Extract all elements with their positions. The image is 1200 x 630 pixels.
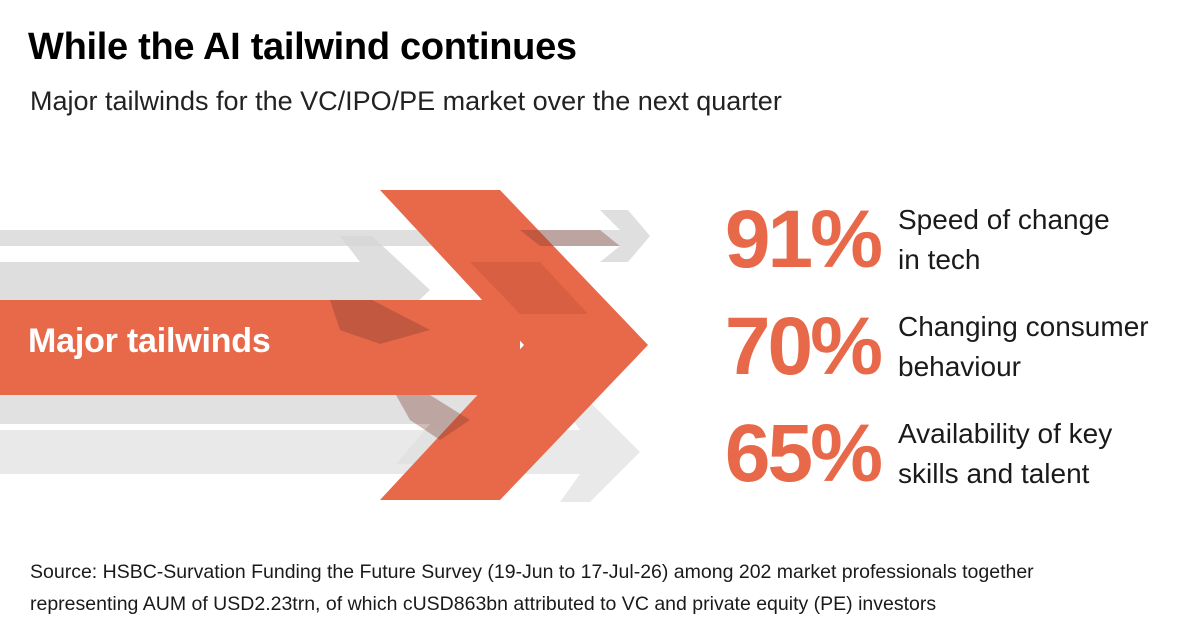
grey-arrow-bottom	[0, 402, 640, 502]
grey-arrow-top	[0, 210, 650, 262]
stat-label: Availability of key skills and talent	[898, 414, 1188, 494]
stat-label-line1: Speed of change	[898, 204, 1110, 235]
source-line-2: representing AUM of USD2.23trn, of which…	[30, 593, 937, 615]
orange-arrow	[0, 190, 648, 500]
stat-label: Changing consumer behaviour	[898, 307, 1188, 387]
stat-label-line1: Availability of key	[898, 418, 1113, 449]
orange-arrow-overlap	[470, 262, 588, 314]
orange-arrow-body	[0, 300, 520, 395]
stat-changing-consumer-behaviour: 70% Changing consumer behaviour	[700, 297, 1180, 397]
source-line-1: Source: HSBC-Survation Funding the Futur…	[30, 561, 1034, 583]
source-note: Source: HSBC-Survation Funding the Futur…	[30, 556, 1180, 620]
stat-label-line2: behaviour	[898, 351, 1021, 382]
hero-label: Major tailwinds	[28, 322, 271, 360]
page-subtitle: Major tailwinds for the VC/IPO/PE market…	[30, 86, 782, 116]
stat-label-line2: in tech	[898, 244, 981, 275]
stat-label-line1: Changing consumer	[898, 311, 1149, 342]
stat-label-line2: skills and talent	[898, 458, 1090, 489]
stat-value: 65%	[724, 408, 883, 499]
arrow-overlaps	[330, 230, 620, 440]
grey-arrow-lower	[0, 352, 500, 464]
stat-label: Speed of change in tech	[898, 200, 1188, 280]
stat-value: 91%	[724, 194, 883, 285]
stat-availability-of-skills: 65% Availability of key skills and talen…	[700, 404, 1180, 504]
stat-speed-of-change: 91% Speed of change in tech	[700, 190, 1180, 290]
page-title: While the AI tailwind continues	[28, 26, 577, 68]
stat-value: 70%	[724, 301, 883, 392]
orange-arrow-head	[380, 190, 648, 500]
